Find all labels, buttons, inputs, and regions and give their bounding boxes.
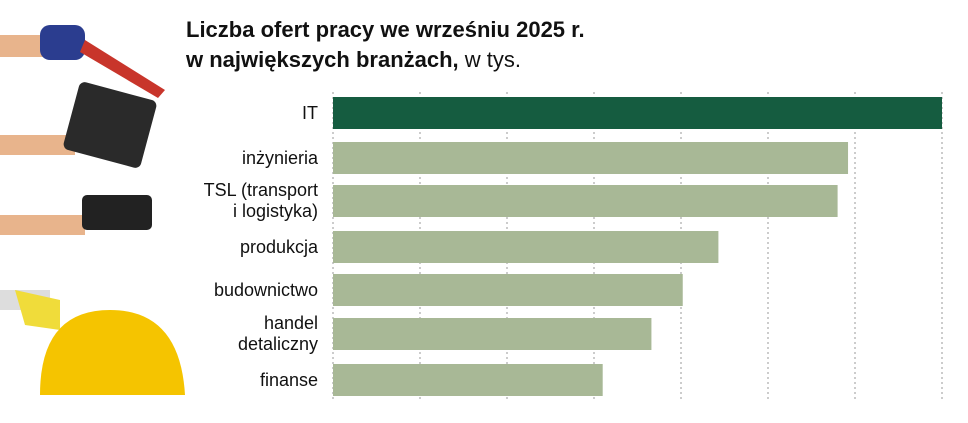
category-label: finanse	[259, 369, 318, 390]
illustrations	[0, 25, 185, 395]
helmet	[40, 310, 185, 395]
bar	[333, 97, 942, 129]
bar	[333, 274, 683, 306]
chart-title: w największych branżach,	[186, 47, 459, 72]
calculator	[63, 82, 157, 168]
bar	[333, 318, 652, 350]
chart-title: Liczba ofert pracy we wrześniu 2025 r.	[186, 17, 585, 42]
bar	[333, 364, 603, 396]
unit: w tys.	[464, 47, 522, 72]
bar	[333, 231, 719, 263]
arm	[0, 135, 75, 155]
category-label: TSL (transport i logistyka)	[203, 180, 318, 221]
terminal	[82, 195, 152, 230]
chart-title: w największych branżach, w tys.	[186, 46, 521, 74]
arm	[0, 215, 85, 235]
glove	[15, 290, 60, 330]
category-label: budownictwo	[213, 279, 318, 300]
glove	[40, 25, 85, 60]
category-label: inżynieria	[241, 147, 318, 168]
bar	[333, 185, 838, 217]
bar	[333, 142, 849, 174]
category-label: IT	[302, 102, 318, 123]
category-label: handel detaliczny	[237, 313, 318, 354]
category-label: produkcja	[239, 236, 318, 257]
wrench	[80, 40, 165, 98]
